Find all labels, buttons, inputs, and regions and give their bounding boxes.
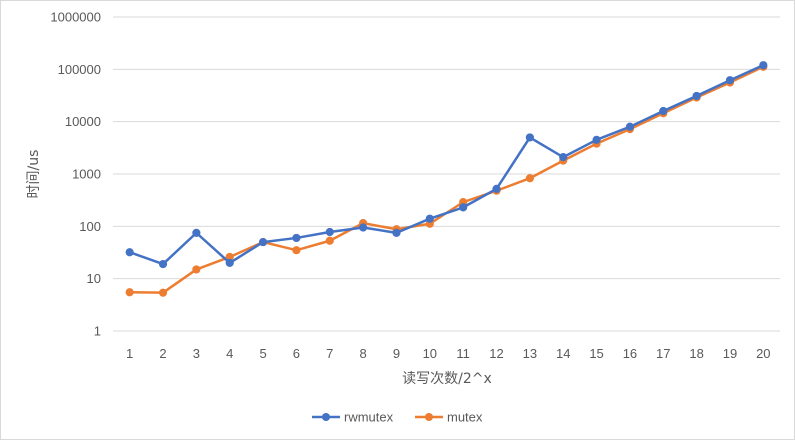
data-point-rwmutex — [692, 91, 701, 101]
x-tick-label: 9 — [393, 346, 400, 361]
data-point-rwmutex — [592, 135, 601, 144]
series — [125, 61, 768, 297]
x-tick-label: 11 — [456, 346, 470, 361]
data-point-rwmutex — [359, 223, 368, 232]
legend-marker-dot — [322, 413, 330, 421]
y-axis-tick-labels: 1 10 100 1000 10000 100000 1000000 — [50, 10, 101, 339]
x-tick-label: 8 — [360, 346, 367, 361]
data-point-mutex — [325, 236, 334, 245]
x-tick-label: 10 — [423, 346, 437, 361]
y-tick-label: 10000 — [65, 114, 101, 129]
x-tick-label: 12 — [489, 346, 503, 361]
data-point-rwmutex — [192, 228, 201, 237]
data-point-mutex — [125, 288, 134, 297]
y-tick-label: 1000000 — [50, 10, 101, 25]
data-point-rwmutex — [425, 214, 434, 223]
data-point-rwmutex — [158, 259, 168, 269]
x-tick-label: 16 — [623, 346, 637, 361]
x-tick-label: 19 — [723, 346, 737, 361]
x-tick-label: 13 — [523, 346, 537, 361]
data-point-rwmutex — [492, 184, 501, 193]
legend[interactable]: rwmutex mutex — [312, 410, 483, 425]
data-point-rwmutex — [725, 76, 735, 85]
data-point-rwmutex — [525, 133, 534, 142]
y-tick-label: 1 — [94, 324, 101, 339]
legend-item-mutex[interactable]: mutex — [415, 410, 483, 425]
series-mutex — [125, 62, 768, 297]
legend-label: rwmutex — [344, 410, 394, 425]
x-tick-label: 4 — [226, 346, 233, 361]
data-point-rwmutex — [392, 228, 401, 237]
y-tick-label: 100 — [79, 219, 101, 234]
y-tick-label: 10 — [87, 271, 101, 286]
x-tick-label: 1 — [126, 346, 133, 361]
x-tick-label: 5 — [259, 346, 266, 361]
x-tick-label: 18 — [689, 346, 703, 361]
legend-item-rwmutex[interactable]: rwmutex — [312, 410, 394, 425]
data-point-rwmutex — [225, 258, 234, 268]
x-tick-label: 6 — [293, 346, 300, 361]
x-axis-tick-labels: 1 2 3 4 5 6 7 8 9 10 11 12 13 14 15 16 17 18 19 20 — [126, 346, 771, 361]
legend-label: mutex — [447, 410, 483, 425]
data-point-mutex — [158, 288, 168, 297]
x-tick-label: 2 — [159, 346, 166, 361]
data-point-rwmutex — [659, 106, 668, 116]
x-tick-label: 7 — [326, 346, 333, 361]
x-tick-label: 17 — [656, 346, 670, 361]
series-line-rwmutex — [128, 63, 765, 266]
data-point-rwmutex — [559, 153, 568, 162]
x-tick-label: 3 — [193, 346, 200, 361]
y-tick-label: 100000 — [58, 62, 101, 77]
x-tick-label: 15 — [589, 346, 603, 361]
data-point-rwmutex — [258, 237, 268, 247]
data-point-rwmutex — [325, 227, 334, 237]
x-tick-label: 14 — [556, 346, 570, 361]
data-point-rwmutex — [759, 61, 768, 70]
x-axis-title: 读写次数/2^x — [402, 370, 492, 387]
data-point-mutex — [192, 265, 201, 274]
data-point-rwmutex — [625, 122, 635, 131]
data-point-rwmutex — [125, 248, 134, 257]
x-tick-label: 20 — [756, 346, 770, 361]
data-point-mutex — [292, 246, 301, 255]
y-axis-title: 时间/us — [26, 150, 42, 199]
gridlines — [113, 16, 780, 280]
data-point-rwmutex — [459, 203, 468, 212]
data-point-rwmutex — [292, 233, 301, 243]
legend-marker-dot — [425, 413, 433, 421]
data-point-mutex — [525, 174, 534, 183]
y-tick-label: 1000 — [72, 167, 101, 182]
series-rwmutex — [125, 61, 768, 269]
